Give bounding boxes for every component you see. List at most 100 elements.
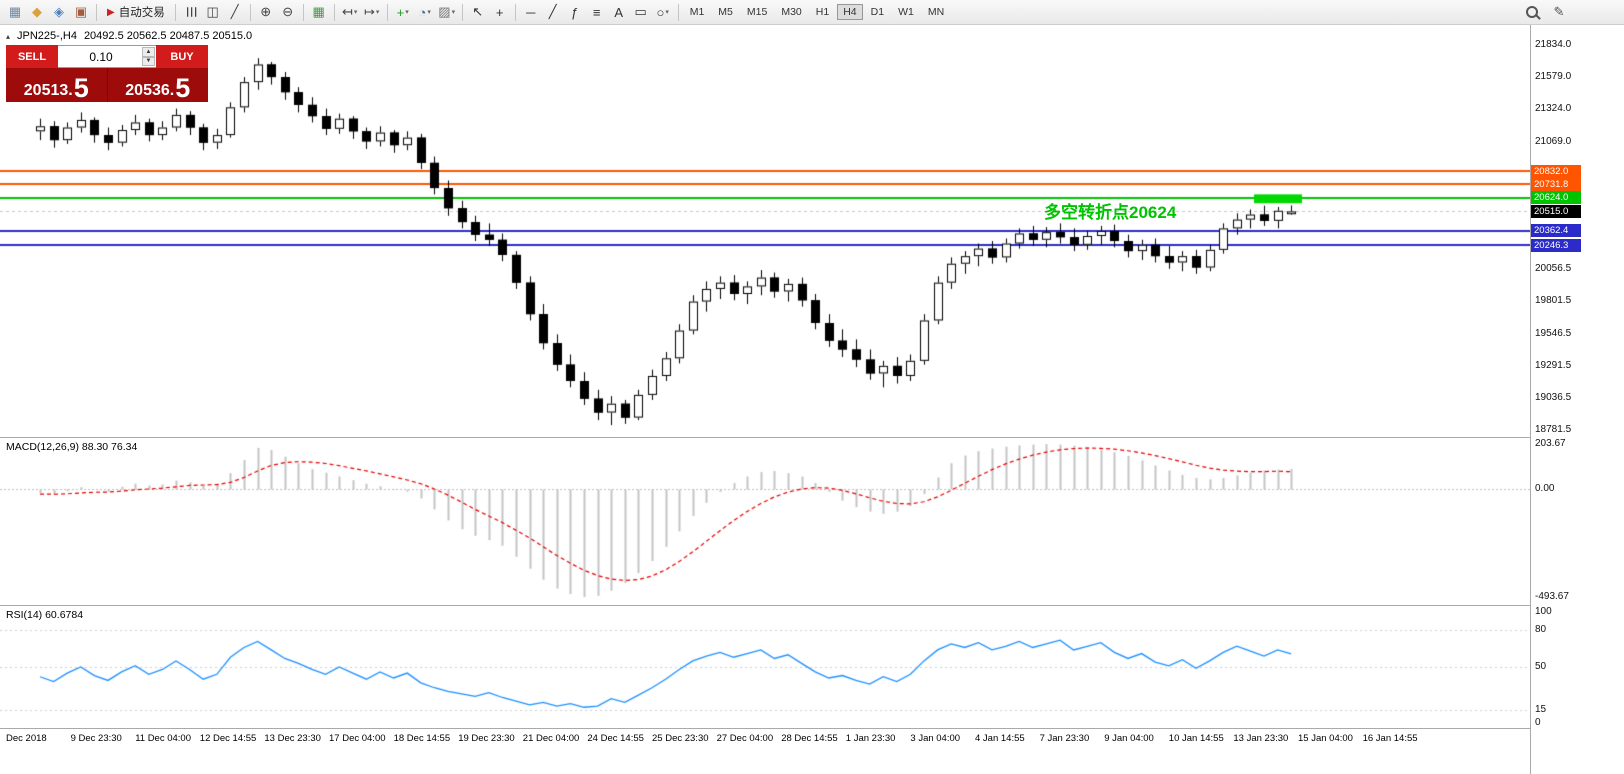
- autotrading-button-icon: ▶: [107, 6, 115, 18]
- timeframe-m15[interactable]: M15: [746, 5, 768, 18]
- toolbar: ▦ ◆ ◈ ▣ ▶ 自动交易 ☰ ◫ ╱ ⊕ ⊖ ▦ ↤ ▾ ↦ ▾ + ▾ ◔ ▾ ▨ ▾ ↖ + ─ ╱ ƒ ≡ A ▭ ○ ▾ M1 M5 M…: [0, 0, 1624, 25]
- periods-icon[interactable]: ◔ ▾: [418, 4, 431, 20]
- scale-tick-label: 15: [1535, 703, 1547, 715]
- one-click-trading-panel: SELL ▲ ▼ BUY 20513. 5 20536. 5: [6, 45, 208, 102]
- dropdown-caret-icon[interactable]: ▾: [665, 9, 669, 16]
- templates-icon[interactable]: ▨ ▾: [438, 4, 456, 19]
- fibonacci-icon[interactable]: ƒ: [571, 4, 579, 20]
- time-axis-label: 13 Jan 23:30: [1233, 733, 1289, 744]
- bar-chart-icon[interactable]: ☰: [183, 6, 199, 18]
- autotrading-button[interactable]: ▶ 自动交易: [101, 1, 171, 23]
- price-flag: 20624.0: [1531, 191, 1581, 205]
- chart-window-icon[interactable]: ▦: [8, 4, 22, 19]
- scale-separator: [1530, 25, 1531, 774]
- scale-tick-label: 21324.0: [1535, 103, 1572, 115]
- volume-field-wrap: ▲ ▼: [58, 45, 156, 68]
- market-watch-icon[interactable]: ◈: [54, 4, 64, 19]
- sell-button[interactable]: SELL: [6, 45, 58, 68]
- candlestick-chart-icon[interactable]: ◫: [206, 4, 219, 19]
- search-icon[interactable]: [1526, 6, 1538, 18]
- buy-button[interactable]: BUY: [156, 45, 208, 68]
- volume-down-icon[interactable]: ▼: [142, 56, 155, 66]
- scale-tick-label: 203.67: [1535, 438, 1566, 449]
- symbol-name: JPN225-,H4: [17, 30, 77, 42]
- scroll-back-icon[interactable]: ↤ ▾: [341, 4, 358, 19]
- horizontal-line-icon[interactable]: ─: [526, 4, 536, 20]
- time-axis[interactable]: Dec 2018 9 Dec 23:30 11 Dec 04:00 12 Dec 14…: [0, 729, 1530, 774]
- scroll-forward-icon[interactable]: ↦ ▾: [363, 4, 380, 19]
- toolbar-separator: [333, 3, 335, 21]
- line-chart-icon[interactable]: ╱: [230, 4, 239, 19]
- rsi-canvas[interactable]: [0, 606, 1530, 728]
- scale-tick-label: 80: [1535, 624, 1547, 636]
- buy-price-big: 5: [175, 72, 191, 103]
- scale-tick-label: -493.67: [1535, 591, 1569, 603]
- trendline-icon[interactable]: ╱: [548, 4, 557, 19]
- price-flag: 20515.0: [1531, 204, 1581, 218]
- scale-tick-label: 19801.5: [1535, 295, 1572, 307]
- dropdown-caret-icon[interactable]: ▾: [353, 9, 358, 16]
- timeframe-w1[interactable]: W1: [898, 5, 914, 18]
- time-axis-label: 15 Jan 04:00: [1298, 733, 1353, 744]
- toolbar-separator: [96, 3, 97, 21]
- scale-tick-label: 0: [1535, 717, 1541, 728]
- autotrading-button-label: 自动交易: [118, 7, 165, 19]
- new-order-icon[interactable]: ◆: [32, 4, 42, 19]
- toolbar-left: ▦ ◆ ◈ ▣ ▶ 自动交易 ☰ ◫ ╱ ⊕ ⊖ ▦ ↤ ▾ ↦ ▾ + ▾ ◔ ▾ ▨ ▾ ↖ + ─ ╱ ƒ ≡ A ▭ ○ ▾ M1 M5 M…: [4, 1, 951, 23]
- timeframe-mn[interactable]: MN: [927, 5, 945, 18]
- crosshair-icon[interactable]: +: [495, 4, 504, 20]
- dropdown-caret-icon[interactable]: ▾: [427, 9, 431, 16]
- cursor-icon[interactable]: ↖: [472, 4, 484, 19]
- timeframe-h4[interactable]: H4: [837, 3, 863, 21]
- panel-separator[interactable]: [0, 605, 1530, 606]
- axis-separator: [0, 728, 1530, 729]
- time-axis-label: 9 Jan 04:00: [1104, 733, 1154, 744]
- scale-tick-label: 50: [1535, 661, 1547, 672]
- text-icon[interactable]: A: [614, 4, 624, 20]
- sell-price-big: 5: [73, 72, 89, 103]
- price-divider: [106, 68, 108, 102]
- rsi-label: RSI(14) 60.6784: [6, 609, 84, 621]
- time-axis-label: 25 Dec 23:30: [652, 733, 709, 744]
- dropdown-caret-icon[interactable]: ▾: [451, 9, 456, 16]
- time-axis-label: 11 Dec 04:00: [135, 733, 191, 744]
- toolbar-separator: [302, 3, 304, 21]
- price-chart-canvas[interactable]: [0, 25, 1530, 437]
- volume-up-icon[interactable]: ▲: [142, 47, 155, 57]
- indicators-icon[interactable]: + ▾: [396, 4, 409, 20]
- navigator-icon[interactable]: ▣: [74, 4, 88, 19]
- shapes-icon[interactable]: ○ ▾: [656, 4, 669, 20]
- zoom-in-icon[interactable]: ⊕: [260, 4, 272, 19]
- objects-icon[interactable]: ≡: [592, 4, 601, 20]
- tile-windows-icon[interactable]: ▦: [312, 4, 325, 19]
- timeframe-m1[interactable]: M1: [689, 5, 705, 18]
- timeframe-d1[interactable]: D1: [870, 5, 885, 18]
- sell-price[interactable]: 20513. 5: [6, 68, 107, 102]
- buy-price[interactable]: 20536. 5: [108, 68, 209, 102]
- timeframe-m30[interactable]: M30: [781, 5, 802, 18]
- scale-tick-label: 20056.5: [1535, 263, 1572, 275]
- time-axis-label: 3 Jan 04:00: [910, 733, 961, 744]
- zoom-out-icon[interactable]: ⊖: [282, 4, 294, 19]
- timeframe-h1[interactable]: H1: [815, 5, 830, 18]
- time-axis-label: 7 Jan 23:30: [1039, 733, 1090, 744]
- price-scale[interactable]: 21834.0 21579.0 21324.0 21069.0 20056.5 19801…: [1531, 25, 1623, 774]
- volume-input[interactable]: [58, 46, 156, 67]
- panel-separator[interactable]: [0, 437, 1530, 438]
- toolbar-separator: [174, 3, 176, 21]
- scale-tick-label: 100: [1535, 606, 1552, 617]
- time-axis-label: 16 Jan 14:55: [1362, 733, 1418, 744]
- edit-icon[interactable]: ✎: [1553, 4, 1565, 19]
- dropdown-caret-icon[interactable]: ▾: [375, 9, 380, 16]
- macd-canvas[interactable]: [0, 438, 1530, 605]
- timeframe-m5[interactable]: M5: [718, 5, 733, 18]
- scale-tick-label: 19036.5: [1535, 391, 1572, 403]
- scale-tick-label: 21834.0: [1535, 39, 1572, 51]
- toolbar-separator: [461, 3, 463, 21]
- dropdown-caret-icon[interactable]: ▾: [405, 9, 409, 16]
- time-axis-label: 1 Jan 23:30: [845, 733, 896, 744]
- collapse-arrow-icon[interactable]: ▴: [6, 31, 11, 41]
- price-flag: 20246.3: [1531, 238, 1581, 252]
- text-label-icon[interactable]: ▭: [634, 4, 647, 19]
